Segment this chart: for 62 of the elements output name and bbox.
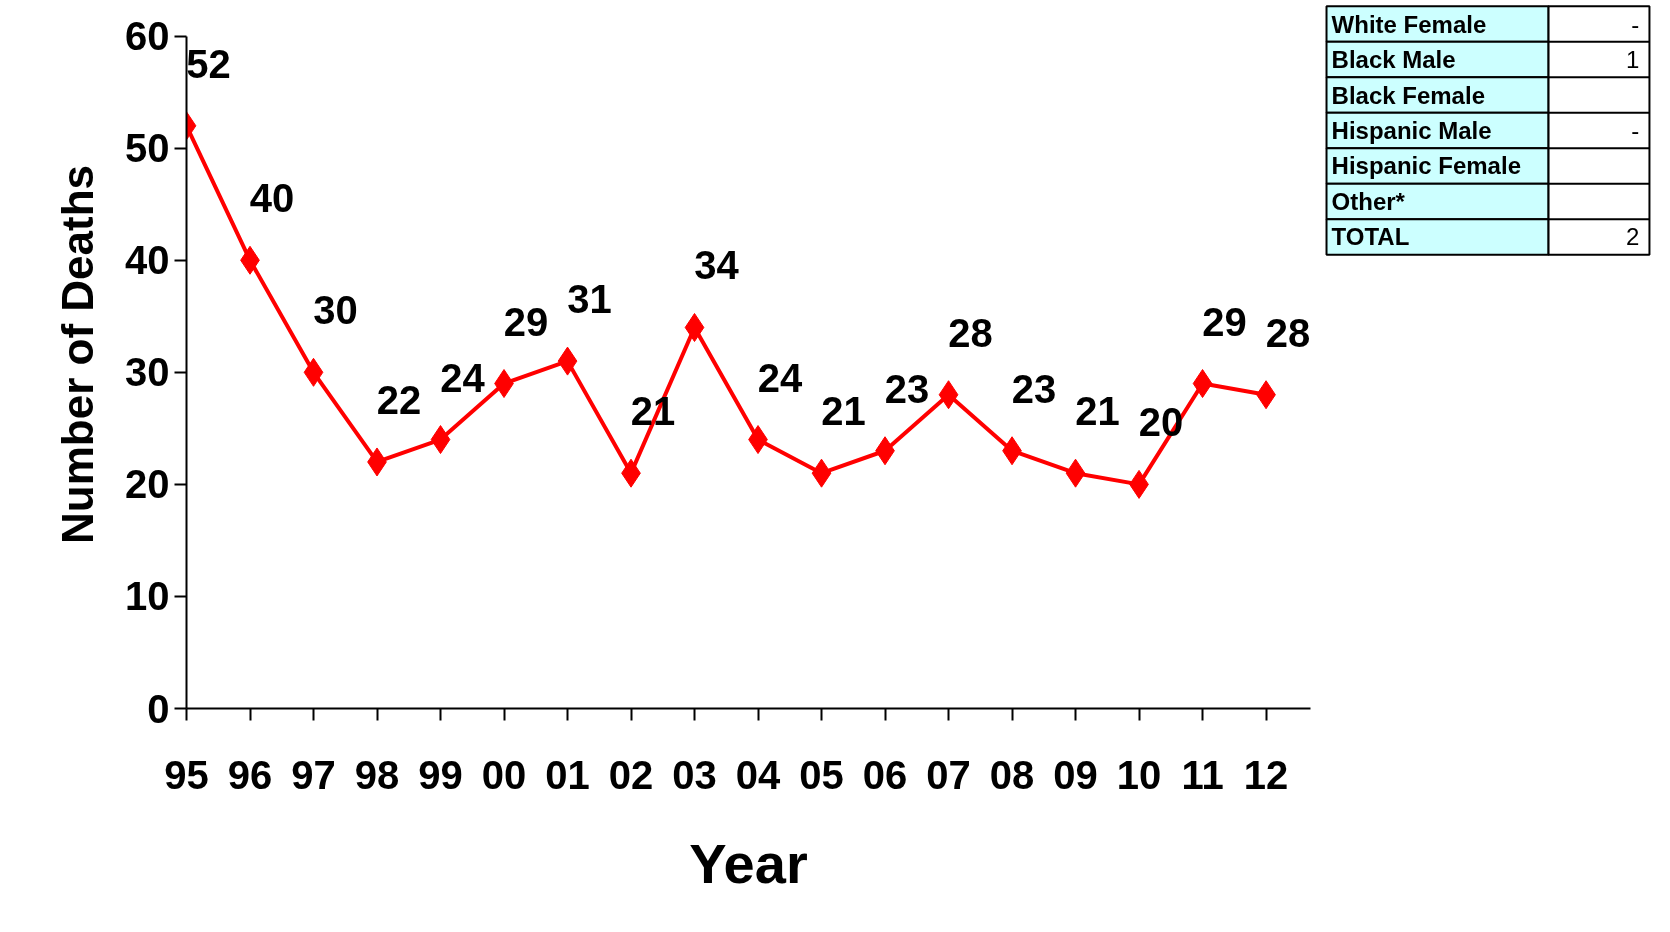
category-label: Hispanic Female [1331,152,1521,180]
data-label: 34 [694,243,740,288]
text: - [1631,117,1640,144]
data-label: 40 [249,176,295,221]
data-label: 23 [884,366,930,411]
data-label: 29 [503,299,549,344]
x-tick-label: 00 [481,752,527,797]
y-tick-label: 10 [125,574,170,619]
data-label: 24 [757,355,804,400]
x-tick-label: 03 [672,752,717,797]
data-label: 29 [1202,299,1247,344]
data-label: 24 [440,355,486,400]
point [938,380,959,410]
x-tick-label: 08 [989,752,1035,797]
point [684,312,705,342]
x-tick-label: 04 [735,752,782,797]
y-tick-label: 60 [125,14,170,59]
point [1192,369,1213,399]
y-tick-label: 0 [147,686,170,731]
x-tick-label: 11 [1181,752,1224,797]
category-label: Black Female [1331,81,1485,109]
data-label: 28 [1265,310,1311,355]
x-tick-label: 05 [799,752,844,797]
x-tick-label: 10 [1116,752,1162,797]
category-label: Black Male [1331,46,1456,74]
category-label: TOTAL [1331,223,1410,251]
x-axis-title: Year [689,831,808,895]
data-label: 30 [313,288,358,333]
data-label: 21 [1075,389,1120,434]
data-label: 23 [1011,366,1057,411]
text: 2 [1626,223,1640,251]
x-tick-label: 97 [291,752,336,797]
y-tick-label: 30 [125,350,170,395]
point [303,357,324,387]
y-tick-label: 50 [125,126,170,171]
point [811,458,832,488]
point [1065,458,1086,488]
data-label: 31 [567,277,612,322]
category-label: Hispanic Male [1331,117,1492,144]
data-label: 22 [376,377,422,422]
x-tick-label: 09 [1053,752,1098,797]
x-tick-label: 01 [545,752,590,797]
point [557,346,578,376]
x-tick-label: 07 [926,752,971,797]
y-tick-label: 40 [125,238,170,283]
text: 1 [1626,46,1640,74]
data-label: 52 [186,41,231,86]
x-tick-label: 06 [862,752,908,797]
x-tick-label: 99 [418,752,463,797]
point [430,425,451,455]
x-tick-label: 98 [354,752,400,797]
x-tick-label: 96 [227,752,273,797]
y-axis-title: Number of Deaths [53,165,103,544]
x-tick-label: 95 [164,752,209,797]
text: - [1631,10,1640,38]
category-label: White Female [1331,10,1487,38]
data-label: 21 [821,389,866,434]
x-tick-label: 12 [1243,752,1289,797]
category-label: Other* [1331,187,1406,215]
data-label: 28 [948,310,993,355]
x-tick-label: 02 [608,752,654,797]
y-tick-label: 20 [125,462,170,507]
